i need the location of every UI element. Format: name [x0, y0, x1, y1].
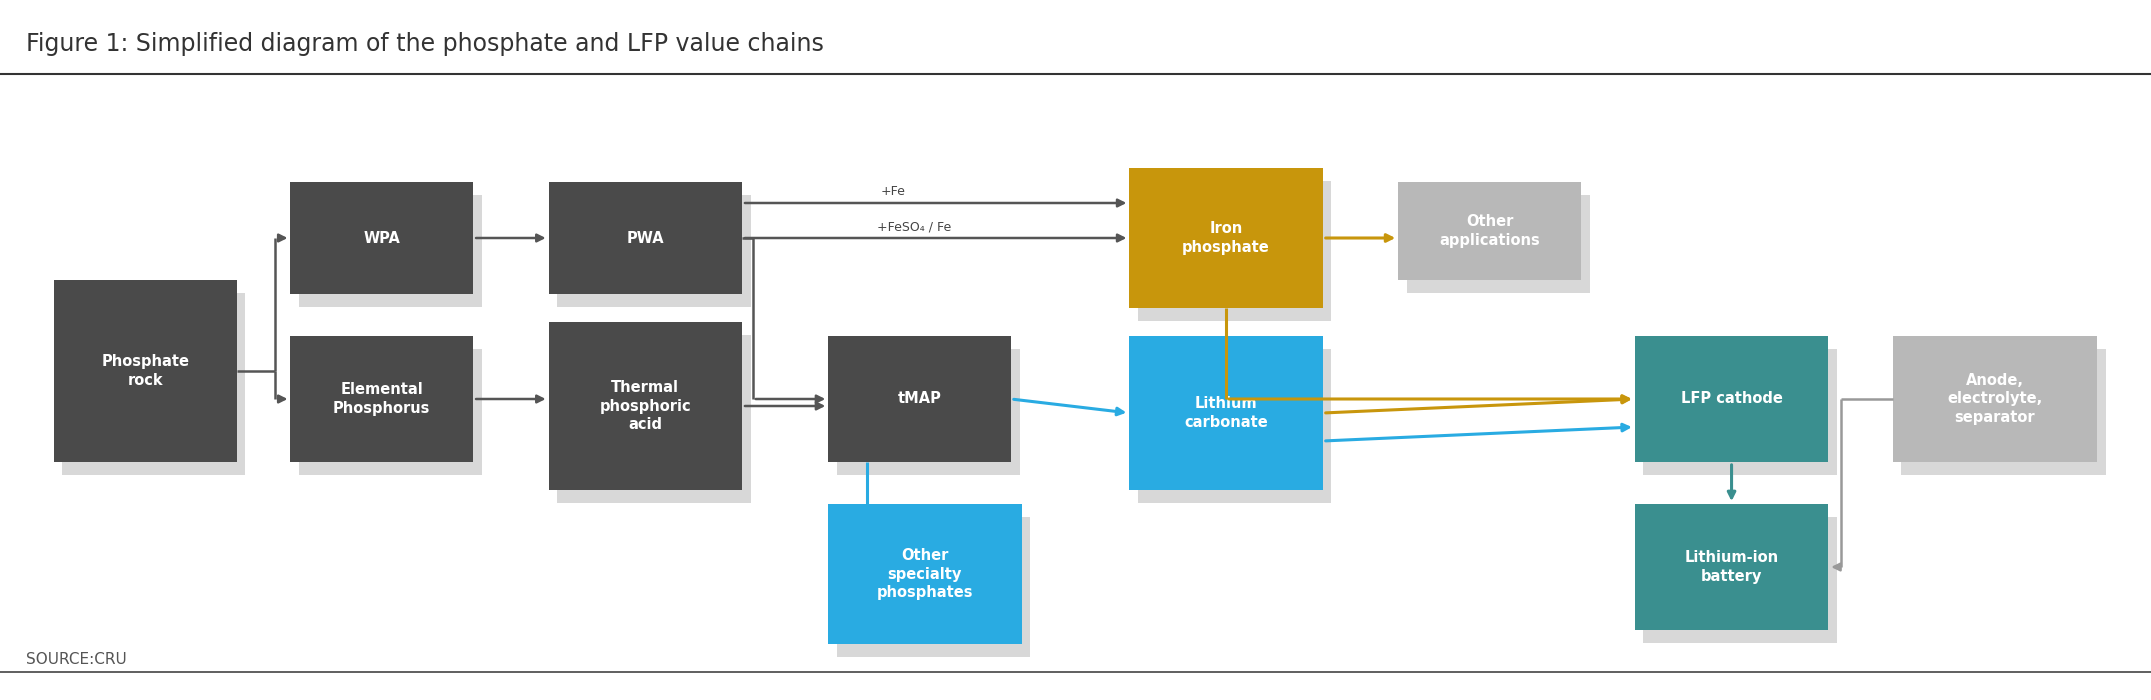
Text: WPA: WPA: [364, 230, 400, 246]
Text: Elemental
Phosphorus: Elemental Phosphorus: [333, 382, 430, 416]
FancyBboxPatch shape: [1635, 336, 1828, 462]
Text: Anode,
electrolyte,
separator: Anode, electrolyte, separator: [1947, 373, 2043, 425]
Text: Thermal
phosphoric
acid: Thermal phosphoric acid: [600, 380, 690, 432]
FancyBboxPatch shape: [1398, 182, 1581, 280]
Text: Lithium
carbonate: Lithium carbonate: [1185, 396, 1267, 430]
FancyBboxPatch shape: [557, 195, 751, 307]
FancyBboxPatch shape: [828, 336, 1011, 462]
FancyBboxPatch shape: [1643, 517, 1837, 643]
FancyBboxPatch shape: [549, 322, 742, 490]
FancyBboxPatch shape: [837, 517, 1030, 657]
Text: tMAP: tMAP: [897, 391, 942, 407]
FancyBboxPatch shape: [837, 349, 1020, 475]
FancyBboxPatch shape: [290, 182, 473, 294]
FancyBboxPatch shape: [1129, 168, 1323, 308]
FancyBboxPatch shape: [1138, 349, 1331, 503]
FancyBboxPatch shape: [557, 335, 751, 503]
FancyBboxPatch shape: [1635, 504, 1828, 630]
FancyBboxPatch shape: [1129, 336, 1323, 490]
FancyBboxPatch shape: [1643, 349, 1837, 475]
FancyBboxPatch shape: [549, 182, 742, 294]
FancyBboxPatch shape: [62, 293, 245, 475]
FancyBboxPatch shape: [1407, 195, 1590, 293]
Text: +Fe: +Fe: [880, 185, 906, 198]
Text: Other
specialty
phosphates: Other specialty phosphates: [878, 548, 972, 600]
Text: Other
applications: Other applications: [1439, 214, 1540, 248]
FancyBboxPatch shape: [290, 336, 473, 462]
Text: Figure 1: Simplified diagram of the phosphate and LFP value chains: Figure 1: Simplified diagram of the phos…: [26, 32, 824, 55]
Text: PWA: PWA: [626, 230, 665, 246]
Text: LFP cathode: LFP cathode: [1680, 391, 1783, 407]
FancyBboxPatch shape: [54, 280, 237, 462]
Text: SOURCE:CRU: SOURCE:CRU: [26, 652, 127, 667]
Text: Lithium-ion
battery: Lithium-ion battery: [1684, 550, 1779, 584]
Text: Iron
phosphate: Iron phosphate: [1183, 221, 1269, 255]
Text: +FeSO₄ / Fe: +FeSO₄ / Fe: [878, 220, 951, 233]
FancyBboxPatch shape: [1901, 349, 2106, 475]
FancyBboxPatch shape: [1893, 336, 2097, 462]
FancyBboxPatch shape: [299, 349, 482, 475]
FancyBboxPatch shape: [1138, 181, 1331, 321]
Text: Phosphate
rock: Phosphate rock: [101, 354, 189, 388]
FancyBboxPatch shape: [299, 195, 482, 307]
FancyBboxPatch shape: [828, 504, 1022, 644]
